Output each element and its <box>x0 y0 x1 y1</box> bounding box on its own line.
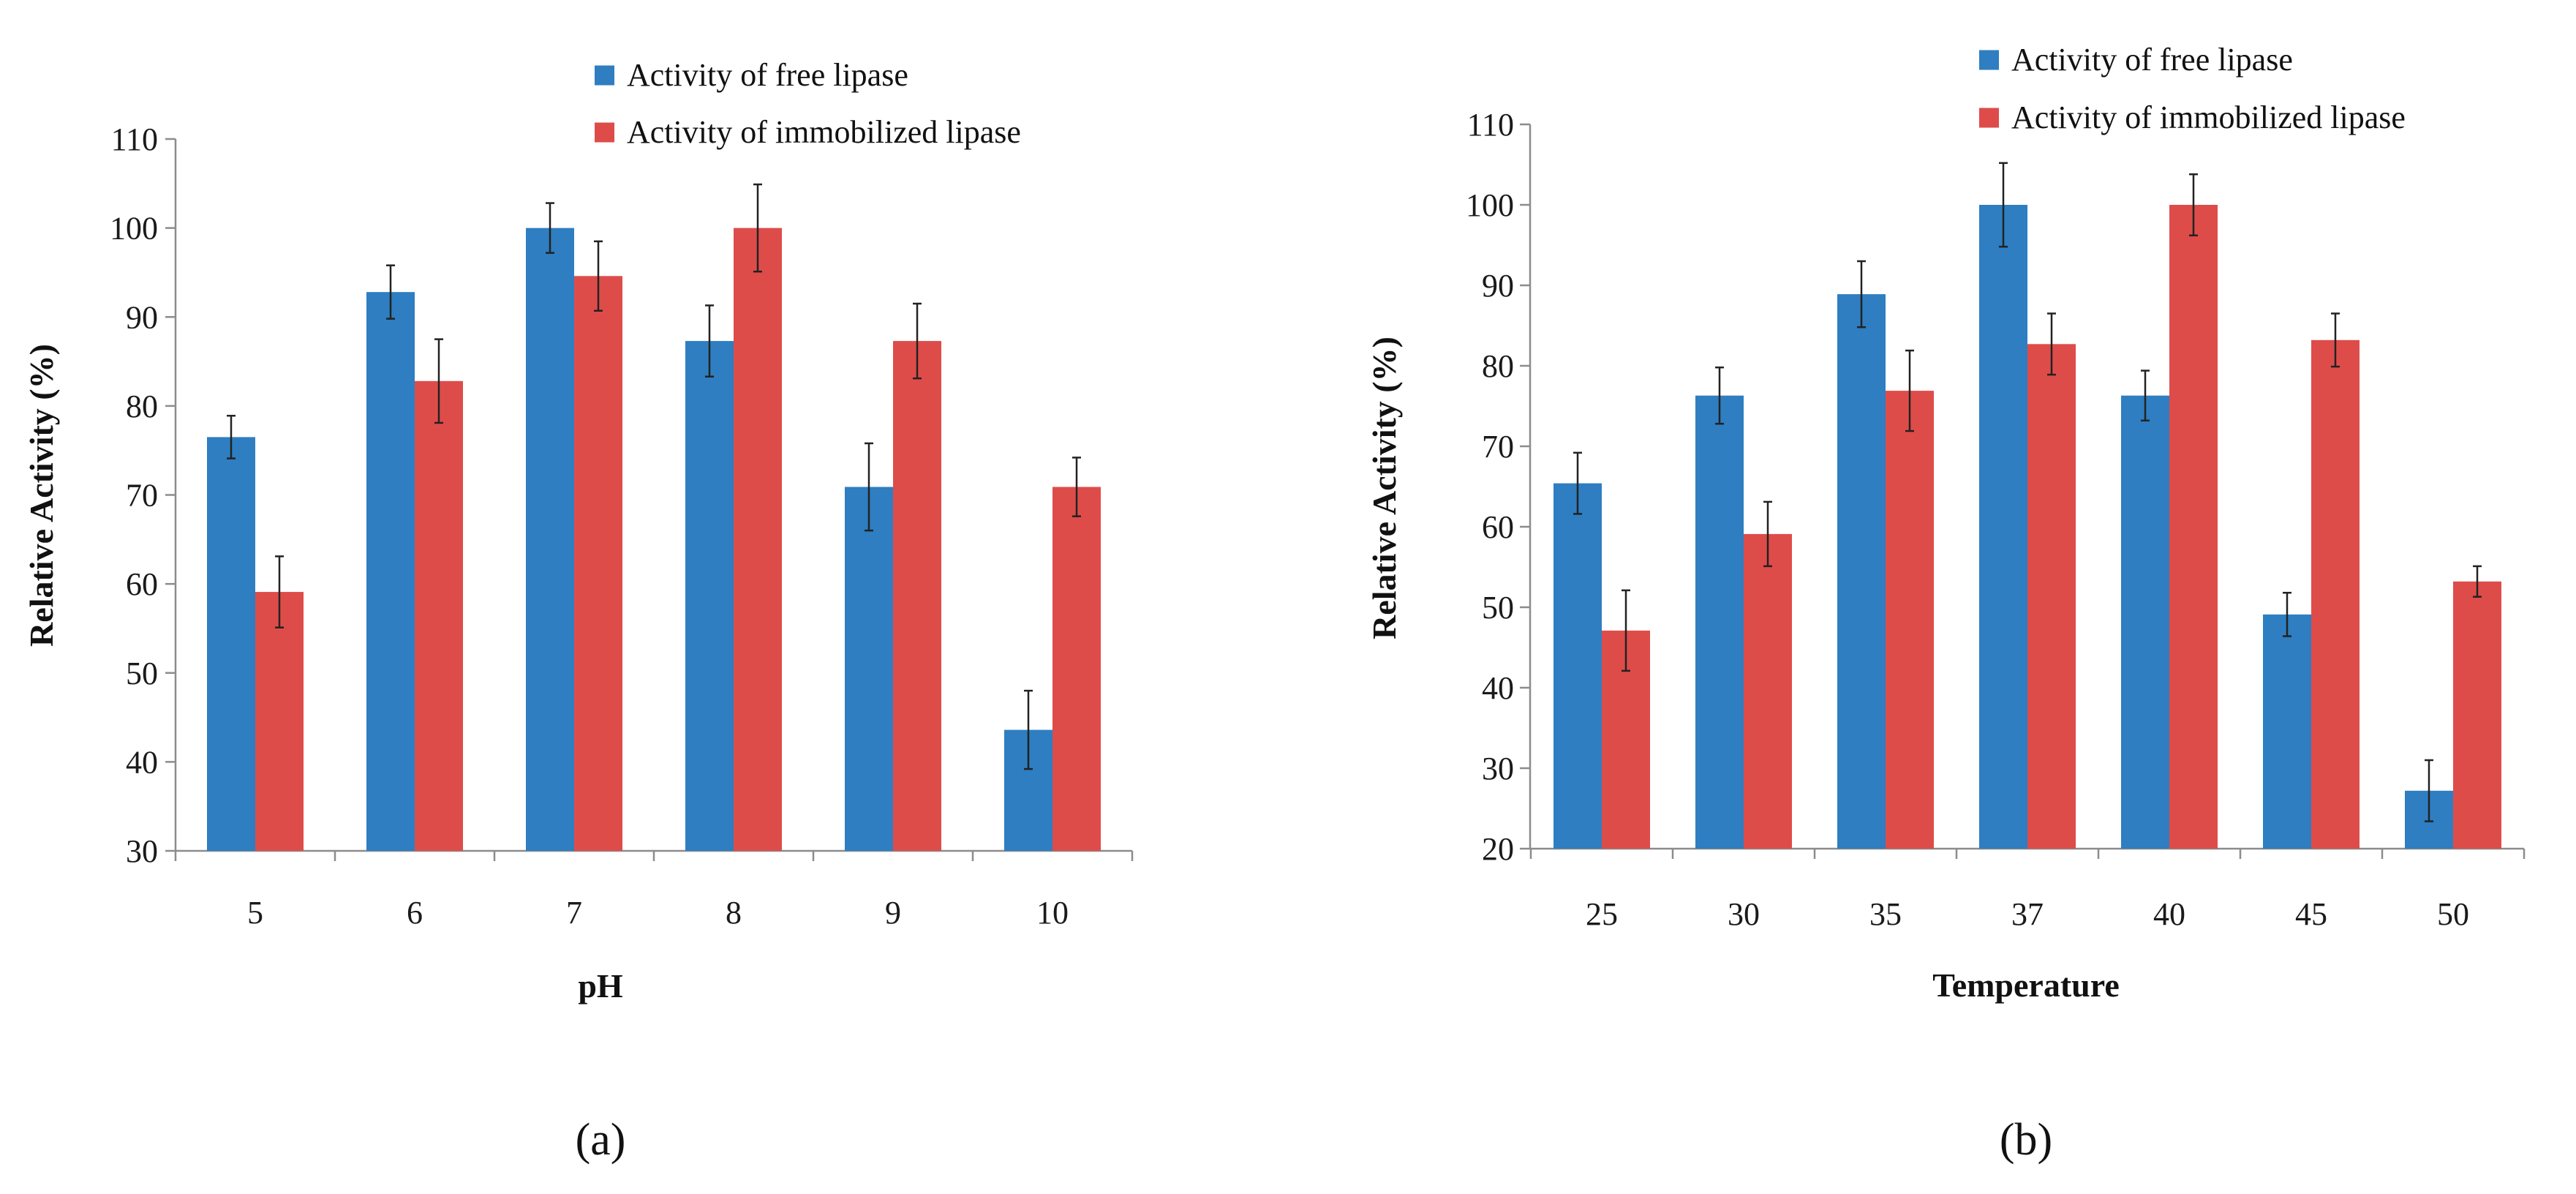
panel-label: (b) <box>2000 1115 2052 1165</box>
x-tick-label: 45 <box>2295 896 2327 932</box>
legend-label: Activity of free lipase <box>627 57 908 93</box>
legend-swatch <box>595 65 614 86</box>
bar-free-lipase <box>1695 395 1744 849</box>
x-tick-label: 30 <box>1728 896 1760 932</box>
panel-label: (a) <box>576 1115 626 1165</box>
bar-immobilized-lipase <box>415 380 463 851</box>
x-tick-label: 5 <box>247 895 263 931</box>
bar-immobilized-lipase <box>574 276 622 851</box>
bar-immobilized-lipase <box>2311 339 2360 849</box>
bar-free-lipase <box>1979 205 2027 849</box>
chart-panel-a: 30 40 50 60 70 80 90 100 110 5 6 7 8 9 10 Relative Acti… <box>23 57 1134 1165</box>
bar-free-lipase <box>685 341 734 851</box>
bar-immobilized-lipase <box>255 592 304 851</box>
legend-label: Activity of immobilized lipase <box>627 114 1021 150</box>
x-tick-label: 9 <box>885 895 901 931</box>
x-tick-label: 50 <box>2437 896 2469 932</box>
y-tick-label: 70 <box>126 478 158 514</box>
bar-free-lipase <box>526 228 574 851</box>
y-tick-label: 40 <box>1482 670 1514 706</box>
bar-free-lipase <box>207 437 255 851</box>
bar-free-lipase <box>366 292 415 851</box>
bar-free-lipase <box>1837 294 1886 849</box>
x-tick-label: 25 <box>1586 896 1618 932</box>
y-tick-label: 80 <box>126 388 158 424</box>
bar-immobilized-lipase <box>734 228 782 851</box>
y-tick-label: 60 <box>126 566 158 602</box>
chart-panel-b: 20 30 40 50 60 70 80 90 100 110 25 30 35 37 40 45 50 Rela… <box>1366 42 2526 1165</box>
bar-immobilized-lipase <box>2027 344 2076 849</box>
legend-swatch <box>1979 50 1999 70</box>
y-tick-label: 20 <box>1482 831 1514 867</box>
bar-immobilized-lipase <box>1052 487 1101 851</box>
x-axis-title: Temperature <box>1932 966 2120 1004</box>
legend-swatch <box>595 122 614 143</box>
y-tick-label: 70 <box>1482 429 1514 465</box>
y-tick-label: 90 <box>1482 268 1514 304</box>
y-tick-label: 100 <box>110 211 158 247</box>
y-axis-title: Relative Activity (%) <box>23 344 60 647</box>
x-tick-label: 6 <box>407 895 423 931</box>
legend-swatch <box>1979 108 1999 128</box>
legend-label: Activity of immobilized lipase <box>2011 100 2406 135</box>
bar-immobilized-lipase <box>2169 205 2218 849</box>
x-axis-title: pH <box>578 967 623 1005</box>
y-tick-label: 30 <box>126 833 158 869</box>
y-axis-title: Relative Activity (%) <box>1366 337 1403 639</box>
bar-immobilized-lipase <box>893 341 941 851</box>
bar-free-lipase <box>2121 395 2169 849</box>
legend-label: Activity of free lipase <box>2011 42 2293 78</box>
bar-immobilized-lipase <box>1744 533 1792 849</box>
x-tick-label: 8 <box>726 895 742 931</box>
bar-free-lipase <box>1553 483 1602 849</box>
x-tick-label: 10 <box>1036 895 1069 931</box>
y-tick-label: 50 <box>126 656 158 691</box>
y-tick-label: 40 <box>126 744 158 780</box>
y-tick-label: 110 <box>111 121 158 157</box>
y-tick-label: 60 <box>1482 509 1514 545</box>
x-tick-label: 7 <box>566 895 582 931</box>
legend: Activity of free lipase Activity of immob… <box>1979 42 2406 135</box>
x-tick-label: 37 <box>2011 896 2044 932</box>
y-tick-label: 30 <box>1482 751 1514 786</box>
y-tick-label: 50 <box>1482 590 1514 626</box>
bar-immobilized-lipase <box>2453 581 2501 849</box>
x-tick-label: 35 <box>1869 896 1902 932</box>
legend: Activity of free lipase Activity of immob… <box>595 57 1021 150</box>
x-tick-label: 40 <box>2153 896 2185 932</box>
bar-free-lipase <box>845 487 893 851</box>
bar-immobilized-lipase <box>1886 391 1934 849</box>
y-tick-label: 80 <box>1482 348 1514 384</box>
y-tick-label: 100 <box>1466 187 1514 223</box>
y-tick-label: 90 <box>126 299 158 335</box>
y-tick-label: 110 <box>1467 107 1514 143</box>
bar-free-lipase <box>2263 614 2311 849</box>
